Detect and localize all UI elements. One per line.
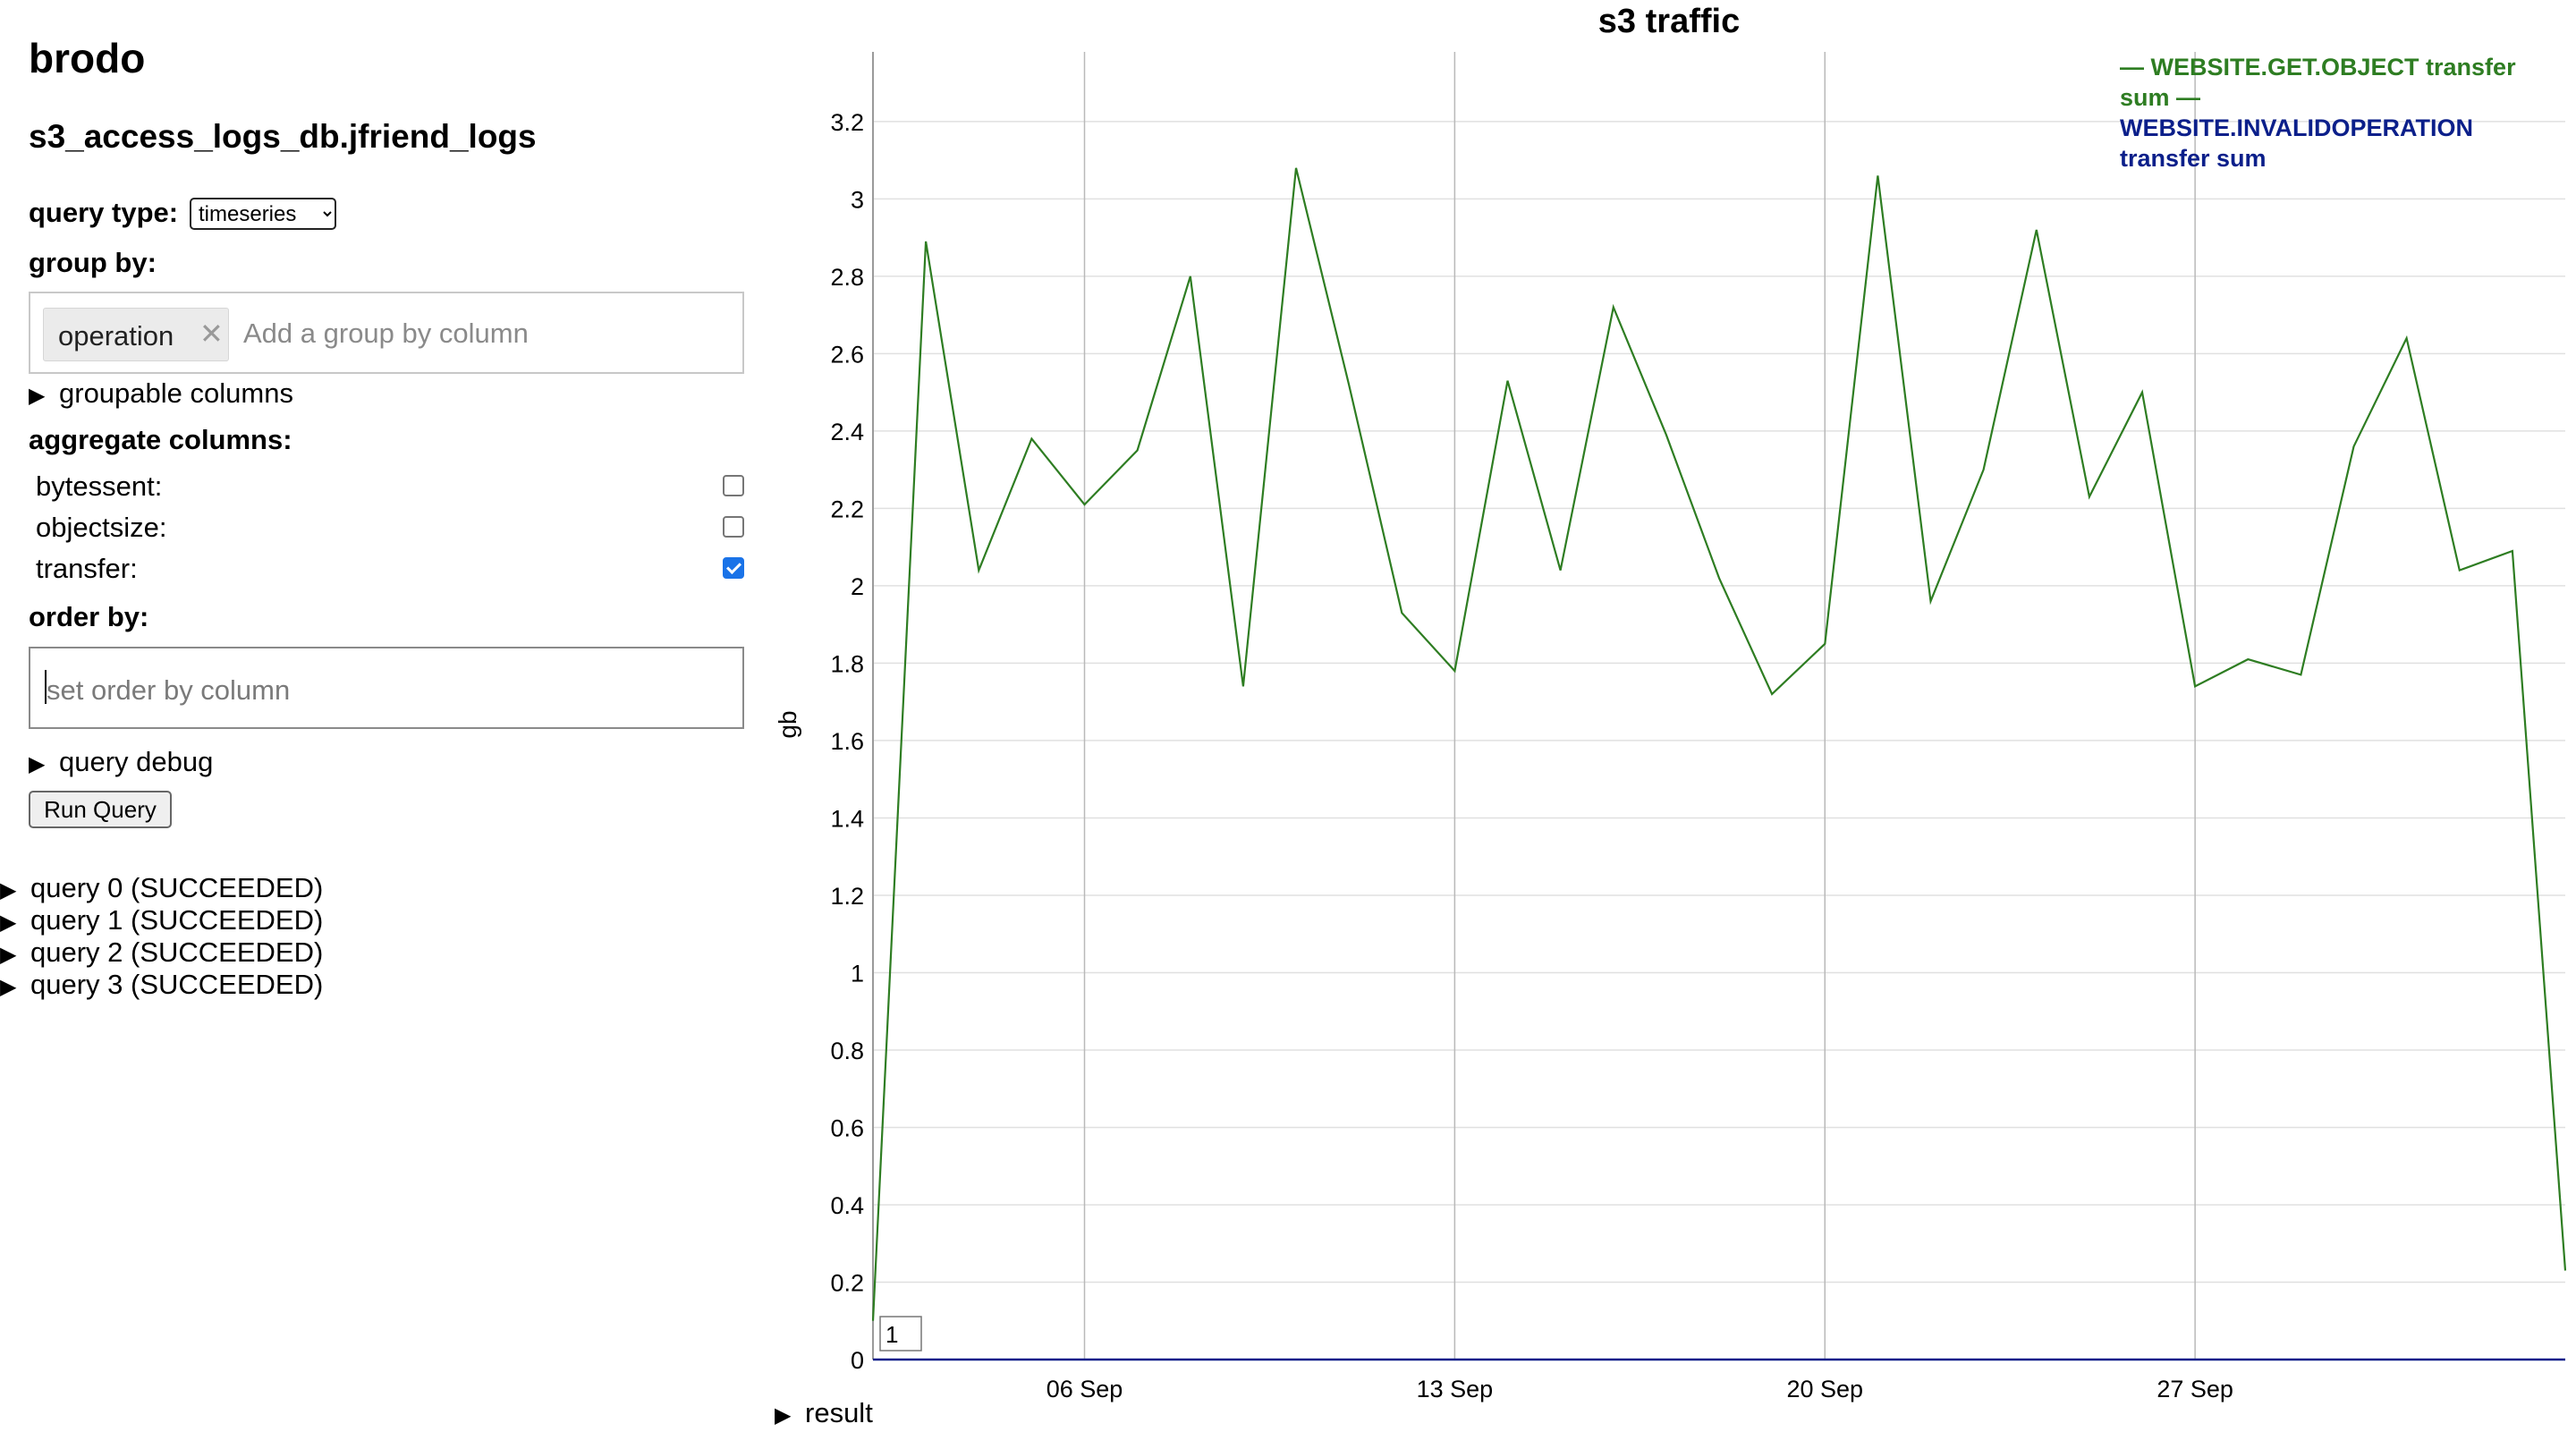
disclosure-triangle-icon: ▶	[29, 384, 46, 408]
y-tick-label: 0.4	[830, 1192, 864, 1219]
text-caret	[45, 670, 47, 704]
aggregate-transfer-checkbox[interactable]	[723, 557, 744, 579]
query-item[interactable]: ▶ query 1 (SUCCEEDED)	[0, 904, 323, 936]
x-tick-label: 20 Sep	[1786, 1376, 1863, 1402]
query-debug-toggle[interactable]: ▶ query debug	[29, 746, 213, 778]
disclosure-triangle-icon: ▶	[0, 911, 17, 935]
y-tick-label: 0.8	[830, 1038, 864, 1064]
aggregate-columns-label: aggregate columns:	[29, 424, 292, 455]
y-tick-label: 2	[851, 573, 864, 600]
run-query-button[interactable]: Run Query	[29, 791, 172, 828]
y-tick-label: 0	[851, 1347, 864, 1374]
aggregate-bytessent-label: bytessent:	[36, 470, 163, 502]
query-item-label: query 1 (SUCCEEDED)	[30, 904, 324, 936]
group-by-tag: operation ✕	[43, 308, 229, 361]
query-type-label: query type:	[29, 197, 179, 228]
y-tick-label: 2.4	[830, 419, 864, 445]
chart-panel: 0 0.2 0.4 0.6 0.8 1 1.2 1.4 1.6 1.8 2 2.2 2.4 2.6 2.8 3…	[769, 0, 2576, 1428]
group-by-field[interactable]: operation ✕	[29, 292, 744, 374]
order-by-field[interactable]	[29, 647, 744, 729]
legend-entry[interactable]: transfer sum	[2120, 145, 2267, 172]
y-tick-label: 1.4	[830, 805, 864, 832]
legend-entry[interactable]: — WEBSITE.GET.OBJECT transfer	[2120, 54, 2516, 80]
result-toggle[interactable]: ▶ result	[775, 1397, 873, 1429]
database-title: s3_access_logs_db.jfriend_logs	[29, 118, 537, 155]
query-item[interactable]: ▶ query 3 (SUCCEEDED)	[0, 969, 323, 1001]
aggregate-objectsize-label: objectsize:	[36, 512, 167, 543]
y-axis-label: gb	[774, 710, 801, 738]
y-tick-label: 2.2	[830, 496, 864, 522]
aggregate-objectsize-checkbox[interactable]	[723, 516, 744, 538]
app-title: brodo	[29, 35, 146, 81]
series-line-get-object	[871, 167, 2567, 1321]
query-item[interactable]: ▶ query 2 (SUCCEEDED)	[0, 936, 323, 969]
disclosure-triangle-icon: ▶	[0, 943, 17, 967]
disclosure-triangle-icon: ▶	[29, 752, 46, 776]
legend-entry[interactable]: sum —	[2120, 84, 2200, 111]
query-panel: brodo s3_access_logs_db.jfriend_logs que…	[0, 0, 769, 1428]
y-tick-label: 2.8	[830, 264, 864, 291]
x-tick-label: 06 Sep	[1046, 1376, 1123, 1402]
disclosure-triangle-icon: ▶	[775, 1403, 792, 1428]
aggregate-bytessent-checkbox[interactable]	[723, 475, 744, 496]
x-tick-label: 13 Sep	[1417, 1376, 1494, 1402]
order-by-label: order by:	[29, 601, 149, 632]
y-tick-label: 1.6	[830, 728, 864, 755]
groupable-columns-label: groupable columns	[59, 377, 293, 409]
groupable-columns-toggle[interactable]: ▶ groupable columns	[29, 377, 293, 410]
close-icon[interactable]: ✕	[199, 318, 224, 350]
y-tick-label: 1	[851, 960, 864, 987]
query-item-label: query 0 (SUCCEEDED)	[30, 872, 324, 903]
group-by-label: group by:	[29, 247, 157, 278]
query-item-label: query 3 (SUCCEEDED)	[30, 969, 324, 1000]
y-tick-label: 0.2	[830, 1269, 864, 1296]
zoom-box-value: 1	[886, 1321, 898, 1348]
query-item-label: query 2 (SUCCEEDED)	[30, 936, 324, 968]
legend-entry[interactable]: WEBSITE.INVALIDOPERATION	[2120, 114, 2473, 141]
x-tick-label: 27 Sep	[2157, 1376, 2233, 1402]
zoom-box[interactable]	[879, 1316, 922, 1352]
group-by-input[interactable]	[242, 313, 728, 354]
disclosure-triangle-icon: ▶	[0, 878, 17, 902]
y-tick-label: 0.6	[830, 1114, 864, 1141]
aggregate-transfer-label: transfer:	[36, 553, 138, 584]
timeseries-chart[interactable]: 0 0.2 0.4 0.6 0.8 1 1.2 1.4 1.6 1.8 2 2.2 2.4 2.6 2.8 3…	[769, 0, 2576, 1428]
y-tick-label: 3	[851, 186, 864, 213]
y-tick-label: 1.8	[830, 650, 864, 677]
result-label: result	[805, 1397, 873, 1428]
order-by-input[interactable]	[45, 670, 728, 711]
disclosure-triangle-icon: ▶	[0, 975, 17, 999]
y-tick-label: 2.6	[830, 341, 864, 368]
query-debug-label: query debug	[59, 746, 214, 777]
y-tick-label: 3.2	[830, 109, 864, 136]
query-item[interactable]: ▶ query 0 (SUCCEEDED)	[0, 872, 323, 904]
group-by-tag-label: operation	[58, 320, 174, 352]
query-type-select[interactable]: timeseries	[190, 198, 336, 230]
y-tick-label: 1.2	[830, 883, 864, 910]
chart-title: s3 traffic	[1598, 3, 1740, 40]
